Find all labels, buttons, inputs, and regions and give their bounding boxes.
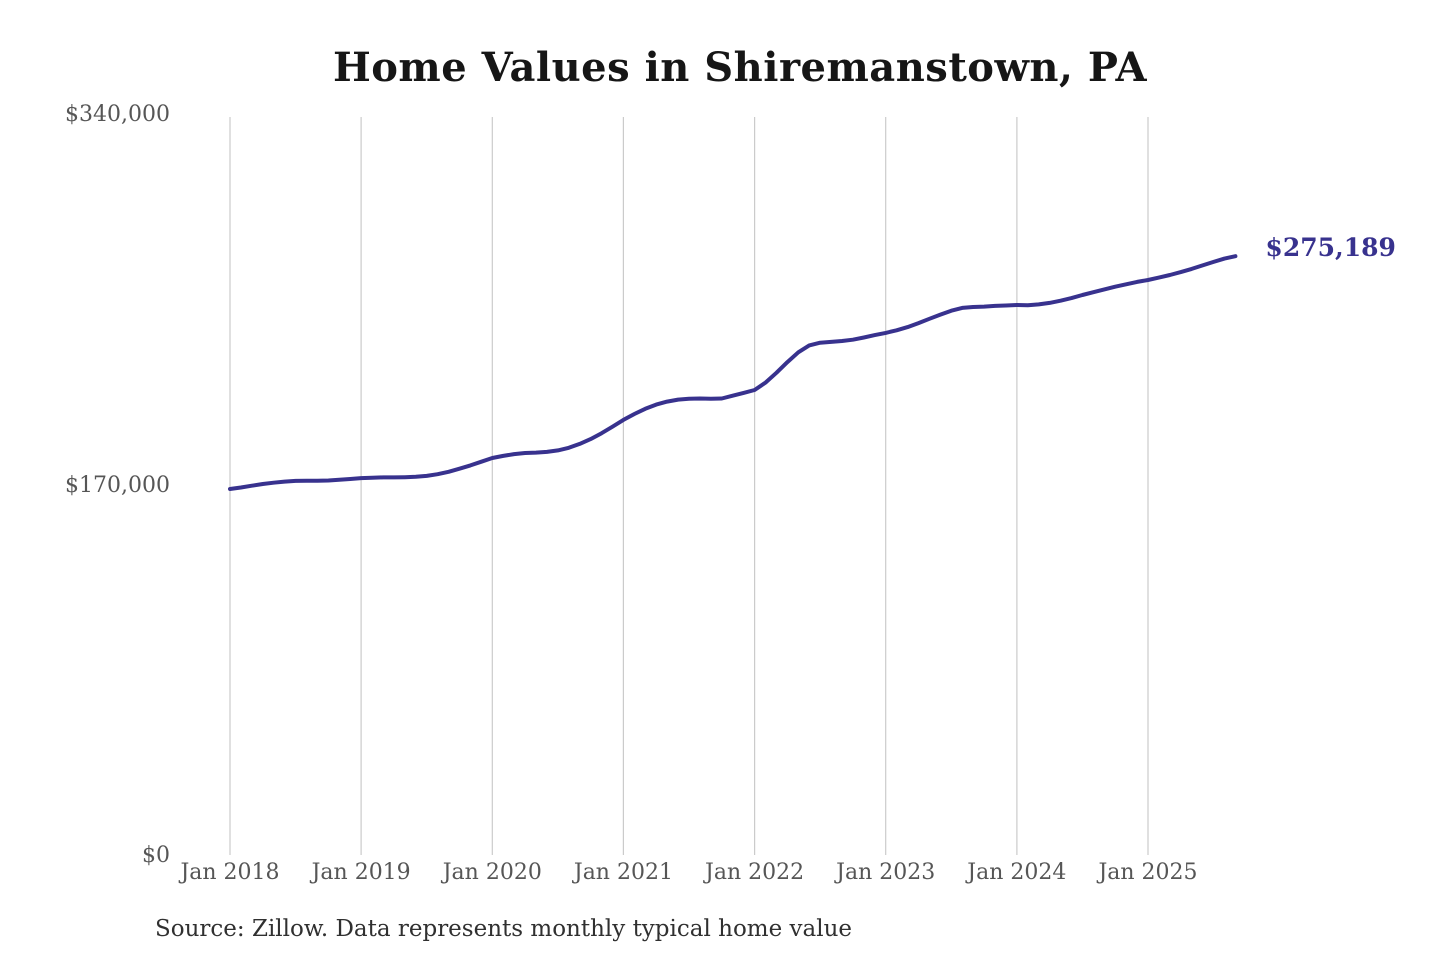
year-gridlines (229, 117, 1149, 855)
x-tick-label: Jan 2020 (442, 860, 542, 885)
x-tick-label: Jan 2021 (573, 860, 673, 885)
source-note: Source: Zillow. Data represents monthly … (155, 916, 853, 942)
final-value-callout: $275,189 (1265, 233, 1396, 263)
x-tick-label: Jan 2022 (705, 860, 805, 885)
x-tick-label: Jan 2019 (311, 860, 411, 885)
y-tick-label: $340,000 (65, 102, 170, 127)
x-tick-label: Jan 2025 (1098, 860, 1198, 885)
home-value-line (228, 254, 1238, 491)
x-tick-label: Jan 2023 (836, 860, 936, 885)
x-tick-label: Jan 2024 (967, 860, 1067, 885)
x-tick-label: Jan 2018 (180, 860, 280, 885)
y-tick-label: $0 (142, 843, 170, 868)
y-tick-label: $170,000 (65, 472, 170, 498)
chart-title: Home Values in Shiremanstown, PA (332, 44, 1148, 91)
